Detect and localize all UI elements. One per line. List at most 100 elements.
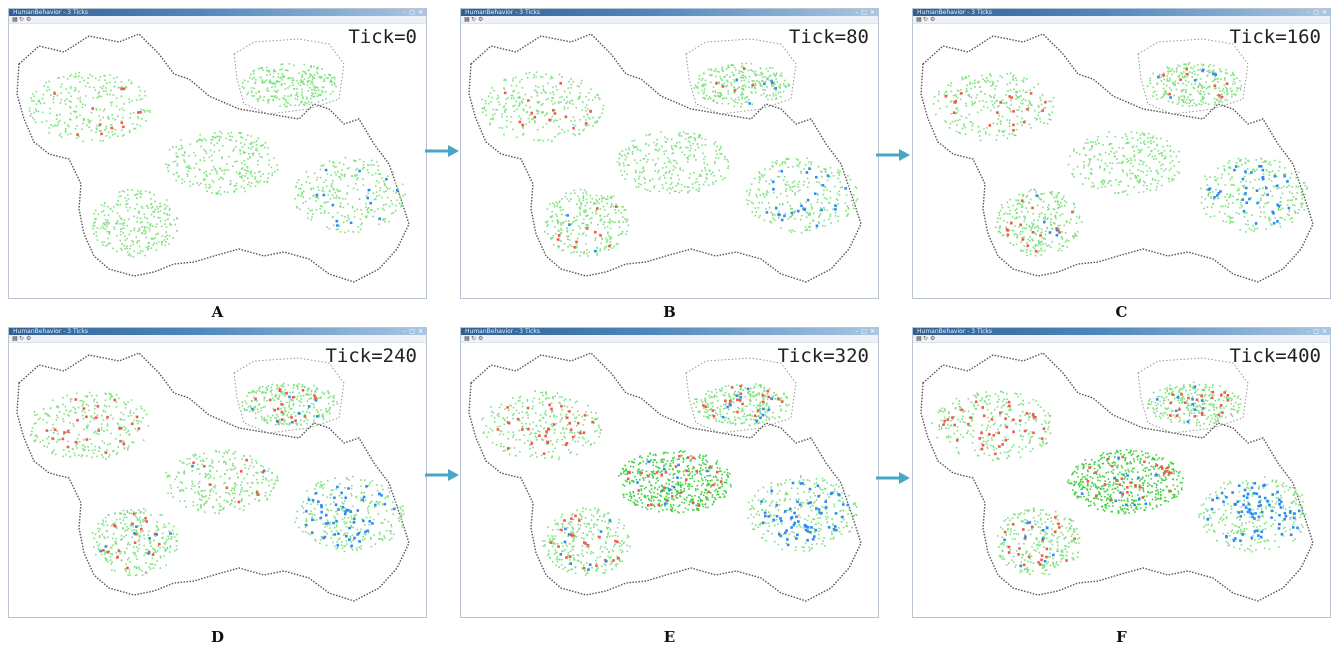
green-agent-dot — [37, 100, 40, 103]
maximize-button[interactable]: □ — [861, 9, 867, 16]
green-agent-dot — [712, 181, 714, 184]
green-agent-dot — [721, 84, 723, 86]
green-agent-dot — [284, 395, 286, 397]
green-agent-dot — [290, 398, 293, 401]
green-agent-dot — [663, 162, 666, 165]
green-agent-dot — [51, 451, 54, 454]
settings-icon[interactable]: ⚙ — [478, 16, 484, 23]
green-agent-dot — [173, 219, 175, 221]
green-agent-dot — [1070, 218, 1072, 221]
green-agent-dot — [595, 209, 598, 212]
green-agent-dot — [106, 449, 108, 451]
green-agent-dot — [938, 90, 940, 93]
minimize-button[interactable]: – — [403, 9, 407, 16]
green-agent-dot — [678, 191, 681, 194]
green-agent-dot — [87, 404, 90, 407]
green-agent-dot — [727, 81, 729, 83]
green-agent-dot — [648, 153, 650, 155]
green-agent-dot — [1280, 201, 1282, 203]
green-agent-dot — [388, 205, 391, 208]
green-agent-dot — [751, 211, 754, 213]
refresh-icon[interactable]: ↻ — [19, 335, 25, 342]
green-agent-dot — [203, 156, 205, 159]
close-button[interactable]: ✕ — [1321, 9, 1327, 16]
green-agent-dot — [1147, 132, 1150, 135]
green-agent-dot — [1099, 165, 1101, 168]
minimize-button[interactable]: – — [403, 328, 407, 335]
green-agent-dot — [356, 167, 359, 170]
green-agent-dot — [282, 76, 284, 78]
green-agent-dot — [310, 218, 312, 221]
green-agent-dot — [674, 167, 677, 169]
green-agent-dot — [730, 84, 733, 86]
green-agent-dot — [341, 214, 343, 217]
green-agent-dot — [582, 192, 585, 194]
green-agent-dot — [1085, 154, 1088, 156]
refresh-icon[interactable]: ↻ — [923, 16, 929, 23]
grid-icon[interactable]: ▦ — [12, 16, 18, 23]
minimize-button[interactable]: – — [1307, 9, 1311, 16]
green-agent-dot — [87, 77, 89, 79]
green-agent-dot — [1113, 152, 1116, 155]
green-agent-dot — [140, 405, 142, 408]
green-agent-dot — [313, 172, 316, 175]
green-agent-dot — [314, 95, 316, 98]
green-agent-dot — [367, 207, 370, 209]
green-agent-dot — [1254, 169, 1256, 172]
close-button[interactable]: ✕ — [869, 9, 875, 16]
minimize-button[interactable]: – — [855, 9, 859, 16]
refresh-icon[interactable]: ↻ — [471, 16, 477, 23]
green-agent-dot — [559, 132, 561, 135]
close-button[interactable]: ✕ — [417, 328, 423, 335]
green-agent-dot — [328, 189, 331, 192]
settings-icon[interactable]: ⚙ — [930, 16, 936, 23]
green-agent-dot — [70, 73, 73, 76]
green-agent-dot — [956, 107, 958, 109]
settings-icon[interactable]: ⚙ — [26, 16, 32, 23]
green-agent-dot — [124, 429, 126, 431]
green-agent-dot — [1152, 86, 1155, 89]
green-agent-dot — [573, 216, 575, 219]
green-agent-dot — [272, 414, 274, 417]
green-agent-dot — [117, 115, 119, 118]
green-agent-dot — [606, 215, 609, 217]
grid-icon[interactable]: ▦ — [12, 335, 18, 342]
green-agent-dot — [327, 402, 330, 405]
green-agent-dot — [1212, 202, 1215, 205]
green-agent-dot — [1147, 141, 1150, 143]
green-agent-dot — [720, 94, 723, 96]
close-button[interactable]: ✕ — [417, 9, 423, 16]
grid-icon[interactable]: ▦ — [464, 16, 470, 23]
green-agent-dot — [967, 94, 969, 96]
refresh-icon[interactable]: ↻ — [19, 16, 25, 23]
maximize-button[interactable]: □ — [409, 328, 415, 335]
maximize-button[interactable]: □ — [1313, 9, 1319, 16]
grid-icon[interactable]: ▦ — [916, 16, 922, 23]
settings-icon[interactable]: ⚙ — [26, 335, 32, 342]
red-agent-dot — [589, 110, 592, 113]
green-agent-dot — [1254, 227, 1256, 230]
green-agent-dot — [605, 237, 607, 240]
maximize-button[interactable]: □ — [409, 9, 415, 16]
green-agent-dot — [1018, 90, 1021, 92]
green-agent-dot — [587, 116, 590, 119]
green-agent-dot — [52, 101, 55, 104]
green-agent-dot — [323, 190, 325, 193]
green-agent-dot — [54, 453, 57, 456]
green-agent-dot — [799, 202, 802, 204]
green-agent-dot — [1022, 201, 1024, 204]
green-agent-dot — [47, 86, 49, 88]
green-agent-dot — [130, 414, 133, 417]
green-agent-dot — [1152, 135, 1155, 138]
green-agent-dot — [113, 85, 115, 88]
green-agent-dot — [58, 438, 60, 441]
green-agent-dot — [94, 408, 96, 410]
green-agent-dot — [679, 147, 681, 150]
green-agent-dot — [1289, 191, 1291, 193]
green-agent-dot — [1210, 196, 1212, 198]
green-agent-dot — [1199, 100, 1202, 102]
green-agent-dot — [242, 151, 245, 153]
green-agent-dot — [1057, 207, 1059, 210]
red-agent-dot — [1225, 82, 1229, 85]
green-agent-dot — [584, 204, 587, 207]
